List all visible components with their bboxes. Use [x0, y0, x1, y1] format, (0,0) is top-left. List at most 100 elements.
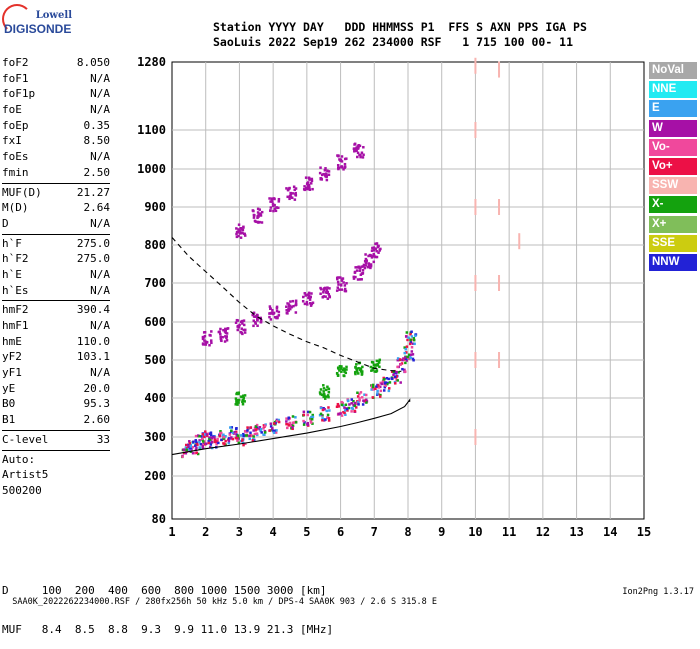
data-point — [361, 156, 365, 159]
data-point — [244, 442, 247, 446]
data-point — [356, 145, 359, 148]
data-point — [230, 426, 234, 429]
data-point — [237, 326, 240, 329]
data-point — [237, 391, 241, 394]
data-point — [207, 432, 210, 435]
data-point — [276, 315, 279, 319]
data-point — [376, 389, 379, 393]
data-point — [305, 182, 309, 186]
data-point — [385, 376, 389, 380]
data-point — [403, 351, 406, 355]
data-point — [308, 186, 311, 189]
data-point — [393, 371, 396, 375]
data-point — [320, 413, 323, 417]
data-point — [310, 418, 314, 421]
data-point — [275, 419, 279, 423]
data-point — [341, 401, 344, 405]
data-point — [246, 426, 249, 429]
data-point — [409, 341, 412, 344]
data-point — [235, 235, 239, 239]
data-point — [194, 439, 197, 442]
data-point — [390, 370, 394, 373]
param-name: h`E — [2, 267, 22, 281]
param-row: MUF(D) 21.27 — [2, 186, 110, 202]
data-point — [326, 385, 329, 389]
data-point — [397, 371, 400, 374]
data-point — [340, 365, 343, 368]
data-point — [358, 269, 362, 272]
data-point — [242, 443, 245, 447]
data-point — [356, 151, 360, 155]
param-row: yF1 N/A — [2, 366, 110, 382]
param-value: 2.50 — [83, 165, 111, 179]
param-separator — [2, 233, 110, 235]
data-point — [237, 234, 240, 238]
data-point — [210, 330, 213, 333]
param-row: foF2 8.050 — [2, 56, 110, 72]
data-point — [273, 422, 276, 425]
data-point — [355, 367, 358, 371]
data-point — [319, 388, 323, 391]
data-point — [383, 378, 386, 381]
data-point — [335, 371, 339, 375]
data-point — [273, 203, 276, 207]
data-point — [339, 158, 343, 161]
data-point — [362, 265, 365, 268]
x-tick-label: 4 — [270, 525, 277, 539]
param-name: C-level — [2, 432, 49, 446]
data-point — [289, 304, 292, 308]
data-point — [237, 223, 241, 226]
data-point — [347, 406, 351, 410]
data-point — [358, 392, 361, 396]
y-tick-label: 1280 — [137, 55, 166, 69]
data-point — [383, 385, 387, 389]
data-point — [498, 352, 501, 368]
data-point — [201, 337, 205, 341]
data-point — [376, 392, 379, 395]
x-tick-label: 10 — [468, 525, 482, 539]
data-point — [327, 390, 331, 394]
param-row: foF1 N/A — [2, 72, 110, 88]
param-row: B0 95.3 — [2, 397, 110, 413]
data-point — [214, 439, 217, 443]
data-point — [241, 231, 244, 235]
legend-item-e: E — [649, 100, 697, 118]
data-point — [253, 214, 256, 217]
data-point — [411, 353, 415, 356]
data-point — [241, 332, 244, 336]
data-point — [236, 434, 240, 437]
data-point — [285, 417, 288, 420]
data-point — [474, 122, 477, 138]
data-point — [387, 387, 391, 390]
data-point — [303, 292, 307, 295]
param-value: N/A — [90, 150, 110, 164]
data-point — [262, 433, 265, 436]
data-point — [345, 282, 348, 285]
data-point — [285, 305, 288, 308]
data-point — [354, 372, 357, 376]
param-row: B1 2.60 — [2, 413, 110, 429]
data-point — [209, 431, 213, 434]
data-point — [193, 451, 197, 455]
x-tick-label: 9 — [438, 525, 445, 539]
data-point — [243, 394, 247, 397]
data-point — [322, 392, 326, 396]
data-point — [219, 432, 222, 435]
data-point — [201, 444, 204, 448]
data-point — [195, 442, 199, 445]
data-point — [360, 396, 364, 399]
data-point — [223, 330, 227, 333]
param-row: foEs N/A — [2, 150, 110, 166]
data-point — [272, 429, 275, 433]
y-tick-label: 400 — [144, 391, 166, 405]
data-point — [275, 309, 279, 313]
data-point — [324, 395, 328, 398]
data-point — [207, 439, 210, 443]
data-point — [219, 327, 222, 331]
data-point — [409, 333, 412, 336]
data-point — [188, 442, 192, 445]
data-point — [377, 251, 380, 254]
data-point — [352, 277, 356, 280]
data-point — [371, 396, 375, 399]
data-point — [294, 299, 298, 303]
